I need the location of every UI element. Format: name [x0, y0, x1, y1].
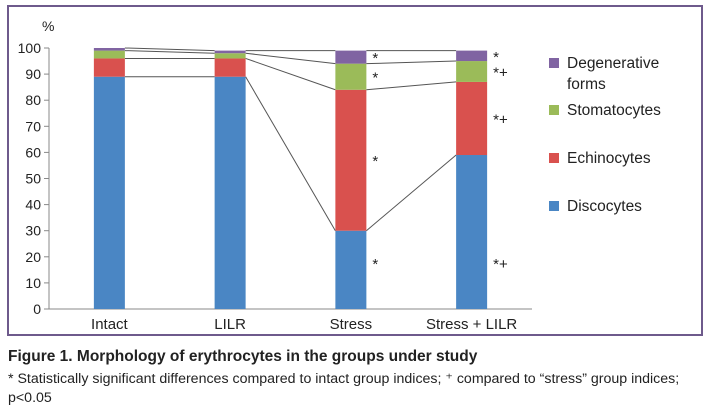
- y-tick-label-60: 60: [25, 144, 41, 160]
- y-tick-label-30: 30: [25, 223, 41, 239]
- annotation-stress-lilr-degenerative-forms: *: [493, 49, 499, 66]
- legend-label-stomatocytes: Stomatocytes: [567, 102, 661, 119]
- series-line-discocytes: [245, 76, 336, 231]
- x-tick-label-stress-lilr: Stress + LILR: [426, 316, 517, 333]
- bar-lilr-stomatocytes: [214, 53, 246, 59]
- annotation-stress-lilr-stomatocytes: *+: [493, 64, 508, 81]
- bar-intact-degenerative-forms: [93, 48, 125, 51]
- bar-stress-lilr-discocytes: [456, 155, 488, 309]
- bar-stress-lilr-degenerative-forms: [456, 50, 488, 62]
- y-tick-label-50: 50: [25, 171, 41, 187]
- legend-label-degenerative-forms: Degenerative forms: [567, 55, 659, 93]
- legend-swatch-stomatocytes: [549, 105, 559, 115]
- bar-intact-discocytes: [93, 76, 125, 310]
- annotation-stress-discocytes: *: [372, 256, 378, 273]
- series-line-stomatocytes: [366, 60, 457, 65]
- annotations: ******+*+*+: [372, 49, 508, 273]
- y-tick-label-100: 100: [18, 40, 42, 56]
- bar-intact-stomatocytes: [93, 50, 125, 59]
- chart-frame: * * * * * *+ *+ *+ Degenerative forms Stomatocyte…: [7, 5, 703, 336]
- series-line-degenerative-forms: [124, 47, 215, 52]
- legend-label-discocytes: Discocytes: [567, 198, 642, 215]
- figure-caption-note: * Statistically significant differences …: [8, 371, 680, 406]
- bar-lilr-discocytes: [214, 76, 246, 310]
- y-tick-label-70: 70: [25, 118, 41, 134]
- x-tick-label-lilr: LILR: [214, 316, 246, 333]
- annotation-stress-lilr-echinocytes: *+: [493, 111, 508, 128]
- y-tick-label-10: 10: [25, 275, 41, 291]
- legend-swatch-echinocytes: [549, 153, 559, 163]
- series-lines: [124, 47, 457, 232]
- series-line-echinocytes: [366, 81, 457, 91]
- annotation-stress-echinocytes: *: [372, 153, 378, 170]
- bar-stress-stomatocytes: [335, 63, 367, 90]
- bar-stress-echinocytes: [335, 89, 367, 231]
- series-line-stomatocytes: [124, 50, 215, 54]
- x-tick-label-stress: Stress: [330, 316, 373, 333]
- bar-lilr-echinocytes: [214, 58, 246, 77]
- legend: Degenerative forms Stomatocytes Echinocytes…: [549, 55, 661, 215]
- x-tick-label-intact: Intact: [91, 316, 129, 333]
- bar-stress-lilr-stomatocytes: [456, 61, 488, 82]
- annotation-stress-stomatocytes: *: [372, 70, 378, 87]
- stacked-bar-chart: ******+*+*+ Degenerative formsStomatocyte…: [18, 18, 662, 333]
- y-tick-label-40: 40: [25, 197, 41, 213]
- legend-swatch-degenerative-forms: [549, 58, 559, 68]
- bar-stress-degenerative-forms: [335, 50, 367, 64]
- bar-intact-echinocytes: [93, 58, 125, 77]
- y-tick-label-0: 0: [33, 301, 41, 317]
- y-tick-label-80: 80: [25, 92, 41, 108]
- bar-stress-discocytes: [335, 230, 367, 309]
- annotation-stress-lilr-discocytes: *+: [493, 256, 508, 273]
- annotation-stress-degenerative-forms: *: [372, 50, 378, 67]
- series-line-discocytes: [366, 154, 457, 232]
- axes: [44, 47, 532, 310]
- y-tick-label-20: 20: [25, 249, 41, 265]
- y-tick-label-90: 90: [25, 66, 41, 82]
- axis-labels: 0 10 20 30 40 50 60 70 80 90 100% Intact LILR Stress S…: [18, 18, 518, 333]
- figure-caption-title: Figure 1. Morphology of erythrocytes in …: [8, 348, 478, 365]
- bars: [93, 48, 488, 310]
- legend-label-echinocytes: Echinocytes: [567, 150, 651, 167]
- y-axis-label: %: [42, 18, 54, 34]
- bar-lilr-degenerative-forms: [214, 50, 246, 54]
- bar-stress-lilr-echinocytes: [456, 81, 488, 156]
- series-line-stomatocytes: [245, 52, 336, 65]
- legend-swatch-discocytes: [549, 201, 559, 211]
- series-line-echinocytes: [245, 57, 336, 91]
